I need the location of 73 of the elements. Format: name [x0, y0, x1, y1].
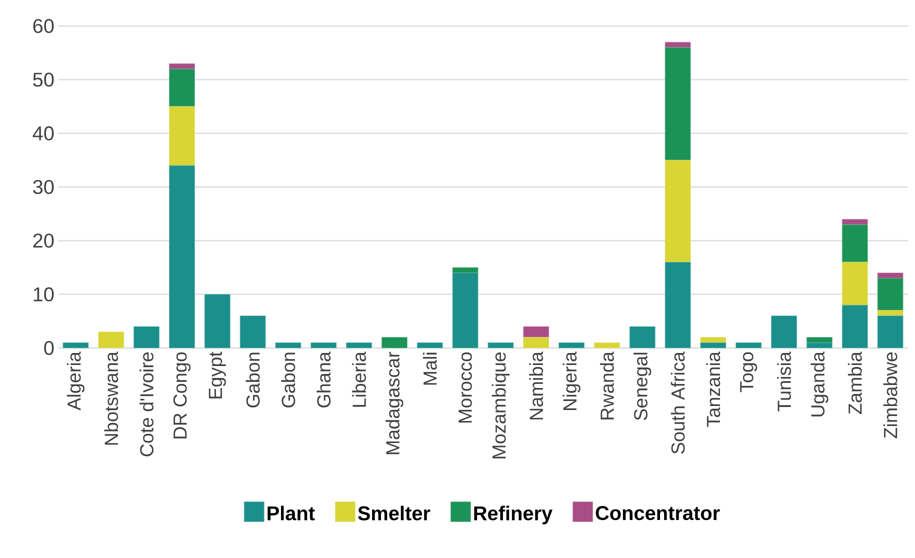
x-tick-label: Tunisia [777, 352, 792, 412]
x-tick-label: South Africa [670, 352, 685, 454]
bar [523, 337, 550, 348]
x-tick-label: Tanzania [706, 352, 720, 427]
x-tick-label: Senegal [634, 352, 652, 420]
x-tick-label: Zimbabwe [883, 352, 898, 438]
x-tick-label: Nigeria [562, 352, 580, 410]
bar [523, 326, 550, 338]
bar [842, 262, 868, 306]
x-tick-label: Mozambique [492, 352, 510, 458]
bar [806, 342, 832, 348]
bar [452, 267, 478, 274]
bar [877, 310, 904, 316]
y-tick-label: 40 [32, 126, 54, 140]
bar [806, 337, 832, 343]
bar [700, 337, 726, 343]
bar [169, 63, 195, 70]
bar [98, 332, 124, 348]
bar [736, 342, 762, 348]
x-tick-label: DR Congo [173, 352, 191, 438]
legend-label: Smelter [358, 506, 430, 520]
bar [134, 326, 160, 348]
bar [382, 337, 408, 348]
bar [664, 160, 691, 262]
bar [558, 342, 584, 348]
legend-label: Refinery [474, 506, 552, 524]
y-tick-label: 30 [33, 180, 54, 194]
bar [488, 342, 514, 348]
bar [664, 262, 691, 348]
bar [346, 342, 372, 348]
bar [877, 272, 904, 278]
x-tick-label: Namibia [529, 352, 544, 420]
x-tick-label: Ghana [316, 352, 331, 408]
bar [842, 304, 868, 348]
bar [169, 68, 195, 107]
bar [169, 106, 195, 166]
x-tick-label: Cote d'Ivoire [140, 352, 154, 456]
bar [310, 342, 337, 348]
bar [629, 326, 656, 348]
x-tick-label: Uganda [810, 352, 828, 416]
y-tick-label: 60 [33, 18, 54, 34]
x-tick-label: Egypt [208, 352, 226, 398]
bar [877, 316, 904, 348]
bar [877, 278, 904, 311]
bar [275, 342, 302, 348]
bar [62, 342, 89, 348]
x-tick-label: Gabon [281, 352, 296, 408]
y-tick-label: 20 [33, 234, 54, 248]
x-tick-label: Mali [422, 352, 437, 385]
bar [169, 165, 195, 348]
x-tick-label: Madagascar [386, 352, 404, 454]
x-tick-label: Zambia [848, 352, 862, 414]
bar [842, 224, 868, 262]
x-tick-label: Liberia [352, 352, 366, 407]
y-tick-label: 0 [44, 340, 54, 356]
y-tick-label: 50 [33, 72, 54, 87]
bar [240, 316, 266, 348]
x-tick-label: Morocco [458, 352, 472, 423]
x-tick-label: Algeria [66, 352, 85, 410]
legend-label: Concentrator [596, 506, 720, 520]
x-tick-label: Gabon [246, 352, 260, 408]
y-tick-label: 10 [34, 287, 54, 302]
bar [594, 342, 620, 348]
legend-label: Plant [268, 506, 315, 520]
bar [700, 342, 726, 348]
bar [416, 342, 443, 348]
bar [204, 294, 230, 348]
bar [452, 272, 478, 348]
bar [664, 47, 691, 160]
x-tick-label: Nbotswana [104, 352, 118, 445]
x-tick-label: Togo [740, 352, 758, 392]
x-tick-label: Rwanda [600, 352, 614, 420]
bar [771, 316, 797, 348]
